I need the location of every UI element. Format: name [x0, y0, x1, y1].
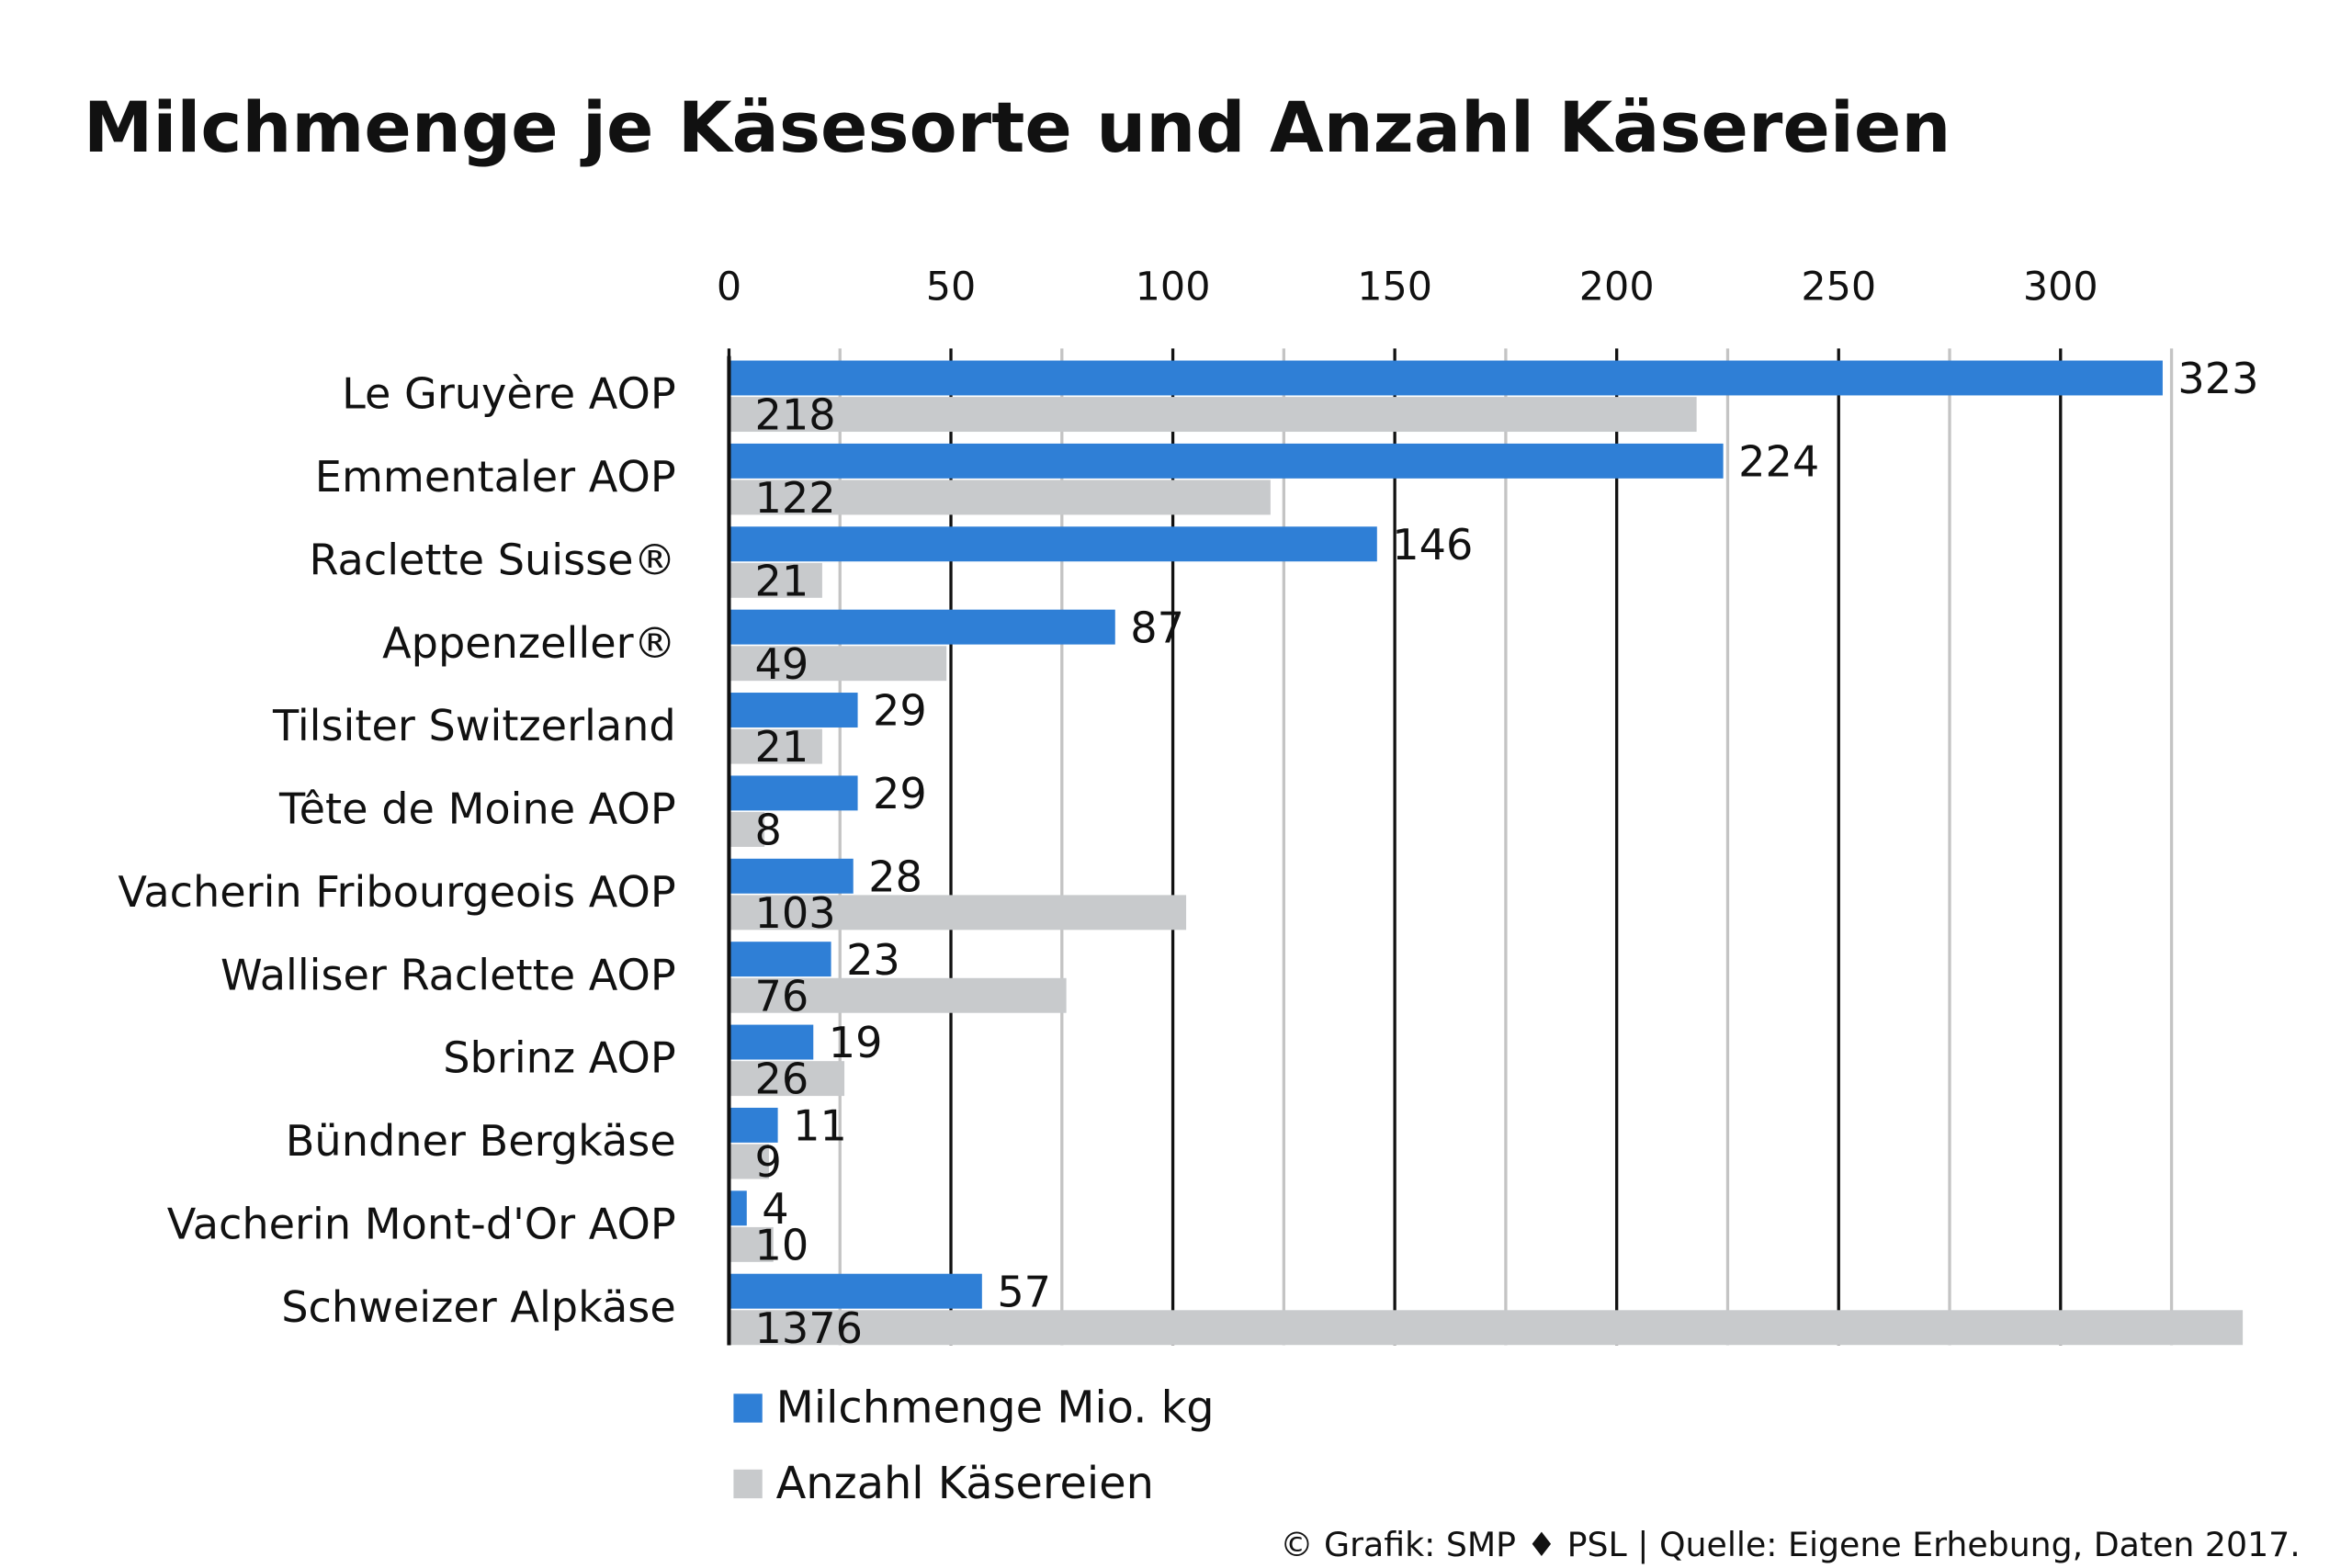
x-tick-label: 300 [2023, 265, 2098, 310]
bar [729, 1144, 769, 1179]
value-label: 122 [755, 473, 836, 523]
value-label: 87 [1130, 603, 1184, 652]
category-label: Emmentaler AOP [315, 452, 676, 502]
value-label: 21 [755, 722, 809, 772]
value-label: 8 [755, 806, 782, 855]
bar [729, 977, 1067, 1013]
category-label: Vacherin Mont-d'Or AOP [167, 1199, 676, 1248]
bar [729, 693, 858, 728]
value-label: 29 [873, 686, 927, 736]
bar [729, 526, 1377, 562]
value-label: 218 [755, 390, 836, 440]
value-label: 29 [873, 769, 927, 818]
bar [729, 562, 822, 598]
value-label: 19 [829, 1018, 883, 1067]
bar [729, 609, 1115, 645]
category-label: Vacherin Fribourgeois AOP [118, 867, 675, 917]
bar [729, 775, 858, 811]
bar [729, 1310, 2244, 1346]
bar [729, 479, 1271, 515]
category-label: Bündner Bergkäse [286, 1116, 676, 1166]
bar [729, 646, 947, 682]
bar [729, 942, 831, 977]
bar [729, 728, 822, 764]
x-tick-label: 100 [1136, 265, 1211, 310]
bar [729, 858, 854, 894]
value-label: 49 [755, 639, 809, 689]
category-label: Le Gruyère AOP [342, 369, 676, 419]
category-label: Tilsiter Switzerland [272, 701, 676, 750]
category-label: Walliser Raclette AOP [220, 950, 676, 999]
value-label: 1376 [755, 1303, 863, 1353]
source: © Grafik: SMP ♦ PSL | Quelle: Eigene Erh… [1280, 1525, 2301, 1564]
legend-label: Milchmenge Mio. kg [776, 1382, 1215, 1433]
value-label: 146 [1392, 520, 1473, 570]
value-label: 57 [997, 1267, 1051, 1316]
x-tick-label: 200 [1579, 265, 1655, 310]
x-tick-label: 250 [1801, 265, 1876, 310]
value-label: 11 [793, 1101, 847, 1151]
value-label: 21 [755, 556, 809, 605]
value-label: 323 [2177, 354, 2258, 403]
x-tick-label: 150 [1357, 265, 1432, 310]
category-label: Appenzeller® [382, 618, 676, 668]
value-label: 26 [755, 1055, 809, 1104]
bar [729, 895, 1187, 931]
value-label: 224 [1738, 436, 1819, 486]
bar [729, 1107, 778, 1143]
value-label: 10 [755, 1221, 809, 1270]
bar [729, 443, 1724, 479]
chart-title: Milchmenge je Käsesorte und Anzahl Käser… [84, 87, 1951, 168]
bar [729, 1226, 774, 1262]
category-label: Raclette Suisse® [310, 535, 676, 584]
bar [729, 360, 2163, 396]
category-label: Sbrinz AOP [443, 1033, 675, 1083]
value-label: 103 [755, 888, 836, 938]
value-label: 4 [762, 1184, 788, 1234]
value-label: 9 [755, 1137, 782, 1187]
value-label: 28 [868, 852, 922, 901]
bar [729, 1190, 747, 1226]
x-tick-label: 0 [717, 265, 741, 310]
legend-label: Anzahl Käsereien [776, 1459, 1154, 1509]
bar [729, 1273, 982, 1309]
bar [729, 1061, 845, 1097]
category-label: Schweizer Alpkäse [281, 1282, 676, 1332]
bar [729, 1024, 814, 1060]
category-label: Tête de Moine AOP [278, 784, 676, 834]
bar [729, 812, 765, 847]
legend-swatch [733, 1469, 763, 1499]
bars [729, 360, 2244, 1346]
value-label: 76 [755, 971, 809, 1021]
x-tick-label: 50 [926, 265, 977, 310]
value-label: 23 [846, 935, 900, 985]
grid [727, 348, 2174, 1346]
legend-swatch [733, 1393, 763, 1423]
bar [729, 397, 1697, 433]
